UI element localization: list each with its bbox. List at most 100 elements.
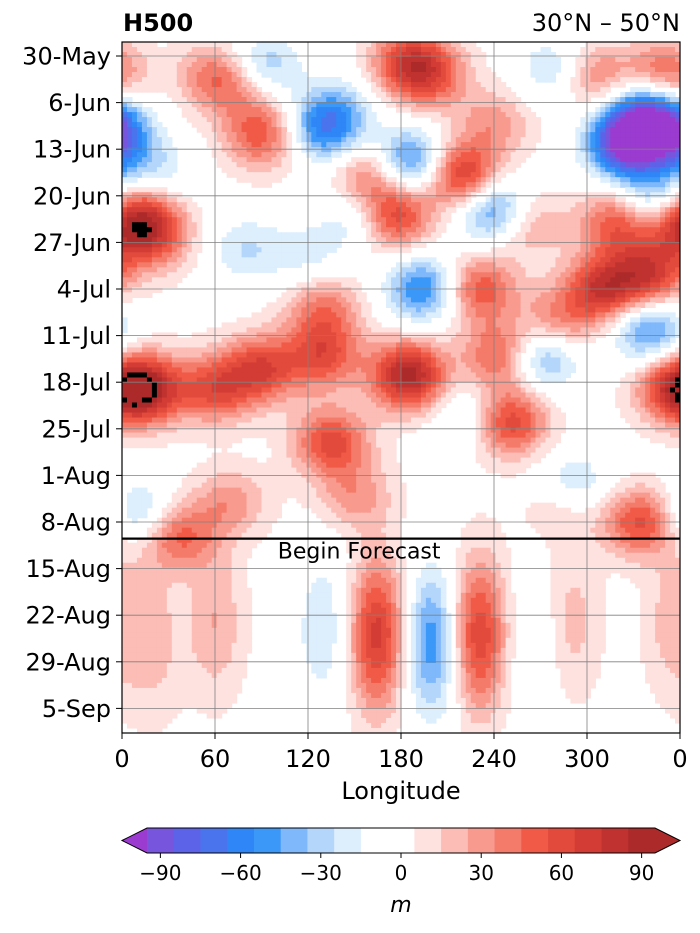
contour-cell [670, 132, 676, 138]
contour-cell [326, 142, 332, 148]
contour-cell [450, 57, 457, 63]
contour-cell [321, 252, 327, 258]
contour-cell [341, 122, 347, 128]
contour-cell [301, 287, 307, 293]
contour-cell [331, 127, 337, 133]
contour-cell [465, 212, 472, 218]
contour-cell [485, 312, 492, 318]
contour-cell [510, 107, 517, 113]
contour-cell [391, 127, 397, 133]
contour-cell [366, 122, 372, 128]
contour-cell [236, 347, 243, 354]
contour-cell [580, 227, 586, 233]
contour-cell [490, 132, 497, 138]
contour-cell [216, 152, 223, 158]
contour-cell [366, 212, 372, 218]
contour-cell [136, 62, 143, 68]
contour-cell [470, 107, 477, 113]
contour-cell [625, 207, 631, 213]
contour-cell [600, 117, 606, 123]
contour-cell [251, 162, 258, 168]
contour-cell [191, 77, 198, 83]
contour-cell [570, 292, 576, 298]
contour-cell [470, 322, 477, 329]
contour-cell [490, 112, 497, 118]
contour-cell [415, 147, 422, 153]
contour-cell [226, 257, 233, 263]
contour-cell [126, 212, 133, 218]
contour-cell [301, 107, 307, 113]
contour-cell [326, 287, 332, 293]
contour-cell [470, 77, 477, 83]
contour-cell [605, 67, 611, 73]
contour-cell [570, 242, 576, 248]
contour-cell [445, 167, 452, 173]
contour-cell [201, 347, 208, 354]
contour-cell [420, 187, 427, 193]
contour-cell [361, 157, 367, 163]
contour-cell [356, 107, 362, 113]
contour-cell [241, 257, 248, 263]
contour-cell [550, 302, 557, 308]
contour-cell [570, 232, 576, 238]
contour-cell [555, 287, 562, 293]
contour-cell [231, 107, 238, 113]
contour-cell [226, 87, 233, 93]
contour-cell [301, 237, 307, 243]
contour-cell [276, 147, 283, 153]
contour-cell [281, 302, 288, 308]
contour-cell [670, 47, 676, 53]
contour-cell [540, 297, 547, 303]
contour-cell [655, 67, 661, 73]
contour-cell [645, 277, 651, 283]
contour-cell [490, 97, 497, 103]
contour-cell [191, 62, 198, 68]
contour-cell [610, 282, 616, 288]
contour-cell [500, 257, 507, 263]
contour-cell [550, 287, 557, 293]
contour-cell [211, 87, 218, 93]
contour-cell [530, 232, 537, 238]
contour-cell [146, 132, 153, 138]
contour-cell [191, 217, 198, 223]
contour-cell [256, 52, 263, 58]
contour-cell [475, 87, 482, 93]
contour-cell [366, 67, 372, 73]
contour-cell [425, 207, 432, 213]
contour-cell [470, 187, 477, 193]
contour-cell [475, 182, 482, 188]
contour-cell [535, 302, 542, 308]
contour-cell [660, 252, 666, 258]
contour-cell [166, 347, 173, 354]
contour-cell [500, 192, 507, 198]
contour-cell [191, 52, 198, 58]
contour-cell [156, 87, 163, 93]
contour-cell [246, 92, 253, 98]
contour-cell [650, 292, 656, 298]
contour-cell [545, 322, 552, 329]
contour-cell [341, 117, 347, 123]
contour-cell [331, 342, 337, 349]
contour-cell [221, 342, 228, 349]
contour-cell [670, 177, 676, 183]
contour-cell [670, 267, 676, 273]
contour-cell [540, 267, 547, 273]
contour-cell [356, 187, 362, 193]
contour-cell [261, 107, 268, 113]
contour-cell [261, 117, 268, 123]
contour-cell [450, 102, 457, 108]
contour-cell [166, 147, 173, 153]
contour-cell [386, 287, 392, 293]
contour-cell [381, 337, 387, 344]
contour-cell [640, 92, 646, 98]
contour-cell [495, 102, 502, 108]
contour-cell [500, 167, 507, 173]
contour-cell [615, 262, 621, 268]
contour-cell [450, 52, 457, 58]
contour-cell [655, 297, 661, 303]
contour-cell [271, 62, 278, 68]
contour-cell [510, 312, 517, 318]
contour-cell [331, 322, 337, 329]
contour-cell [391, 247, 397, 253]
contour-cell [266, 262, 273, 268]
